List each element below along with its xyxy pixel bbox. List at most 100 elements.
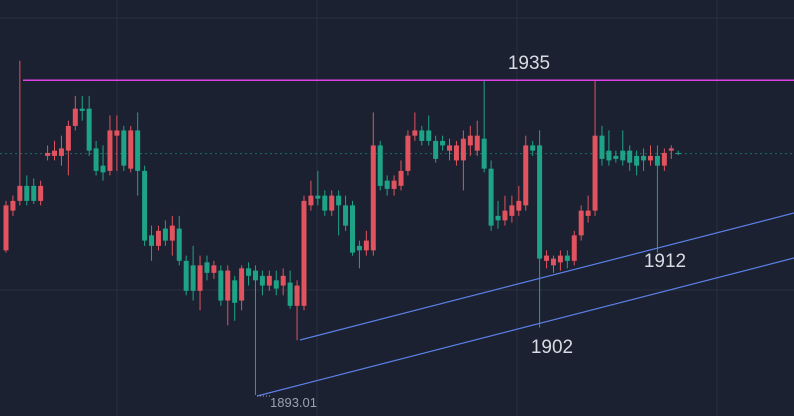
low-label: 1912 bbox=[644, 251, 686, 272]
candle-body bbox=[606, 150, 612, 161]
candle-body bbox=[273, 280, 279, 289]
candle-body bbox=[38, 185, 44, 201]
candle-body bbox=[495, 215, 501, 221]
low-label: 1893.01 bbox=[270, 395, 317, 410]
candle-body bbox=[190, 265, 196, 291]
candle-body bbox=[31, 185, 37, 201]
candle-body bbox=[176, 228, 182, 261]
candle-body bbox=[280, 275, 286, 286]
candle-body bbox=[308, 195, 314, 206]
candle-body bbox=[10, 200, 16, 211]
candle-body bbox=[100, 165, 106, 173]
candle-body bbox=[266, 275, 272, 286]
candle-body bbox=[412, 130, 418, 136]
candle-body bbox=[294, 285, 300, 306]
candle-body bbox=[502, 210, 508, 221]
candle-body bbox=[550, 258, 556, 266]
candle-body bbox=[24, 185, 30, 201]
candle-body bbox=[391, 180, 397, 189]
candle-body bbox=[433, 140, 439, 159]
candle-body bbox=[585, 210, 591, 216]
candle-body bbox=[301, 200, 307, 306]
candle-body bbox=[405, 135, 411, 171]
candle-body bbox=[93, 148, 99, 171]
candle-body bbox=[169, 225, 175, 241]
candle-body bbox=[384, 180, 390, 189]
low-label: 1902 bbox=[531, 337, 573, 358]
candle-body bbox=[155, 230, 161, 246]
candle-body bbox=[377, 145, 383, 186]
candle-body bbox=[453, 145, 459, 161]
candle-body bbox=[252, 270, 258, 281]
candle-body bbox=[467, 135, 473, 146]
trend-line bbox=[256, 257, 794, 397]
candle-body bbox=[537, 145, 543, 259]
candle-body bbox=[343, 205, 349, 226]
candle-body bbox=[647, 155, 653, 161]
candle-body bbox=[370, 145, 376, 251]
candle-body bbox=[356, 245, 362, 251]
candle-body bbox=[440, 140, 446, 146]
candle-body bbox=[641, 155, 647, 161]
candle-body bbox=[627, 150, 633, 163]
candle-body bbox=[599, 135, 605, 159]
candle-body bbox=[474, 135, 480, 151]
candle-body bbox=[86, 108, 92, 151]
candle-body bbox=[675, 152, 681, 154]
candle-body bbox=[350, 205, 355, 253]
candle-body bbox=[322, 195, 328, 211]
candle-body bbox=[329, 195, 335, 211]
candle-body bbox=[114, 130, 120, 136]
candle-body bbox=[121, 130, 127, 166]
candle-body bbox=[634, 155, 640, 166]
candle-body bbox=[530, 145, 536, 151]
candle-body bbox=[336, 195, 342, 206]
candle-body bbox=[661, 152, 667, 166]
candle-body bbox=[218, 270, 224, 301]
candle-body bbox=[239, 268, 245, 301]
candle-body bbox=[426, 130, 432, 141]
candle-body bbox=[620, 150, 626, 161]
candle-body bbox=[197, 265, 203, 291]
candle-body bbox=[523, 145, 529, 206]
candle-body bbox=[654, 155, 660, 166]
candle-body bbox=[398, 170, 404, 186]
candle-body bbox=[460, 138, 466, 161]
level-label: 1935 bbox=[508, 53, 550, 74]
candle-body bbox=[135, 130, 141, 171]
candle-body bbox=[45, 152, 51, 156]
candle-body bbox=[592, 135, 598, 211]
candle-body bbox=[516, 200, 522, 211]
candle-body bbox=[447, 145, 453, 151]
candle-body bbox=[419, 130, 425, 141]
candle-body bbox=[183, 260, 189, 291]
candle-body bbox=[571, 235, 577, 261]
candle-body bbox=[149, 235, 155, 246]
candle-body bbox=[564, 255, 570, 261]
candle-body bbox=[79, 108, 85, 111]
candle-body bbox=[315, 195, 321, 199]
candle-body bbox=[162, 228, 168, 241]
candle-body bbox=[142, 170, 148, 241]
candle-body bbox=[128, 130, 134, 169]
candle-body bbox=[58, 148, 64, 156]
candle-body bbox=[72, 108, 78, 126]
candle-body bbox=[259, 275, 265, 286]
candles bbox=[0, 60, 794, 395]
candle-body bbox=[52, 150, 58, 156]
candle-body bbox=[107, 130, 113, 171]
candle-body bbox=[544, 255, 550, 261]
candle-body bbox=[613, 155, 619, 159]
candle-body bbox=[488, 168, 494, 226]
candle-body bbox=[668, 148, 674, 151]
candle-body bbox=[3, 205, 9, 251]
candle-body bbox=[225, 270, 231, 301]
candle-body bbox=[211, 265, 217, 273]
candle-body bbox=[578, 210, 584, 236]
candle-body bbox=[363, 240, 369, 251]
candle-body bbox=[232, 280, 238, 303]
candle-body bbox=[557, 255, 563, 263]
candle-body bbox=[509, 205, 515, 216]
